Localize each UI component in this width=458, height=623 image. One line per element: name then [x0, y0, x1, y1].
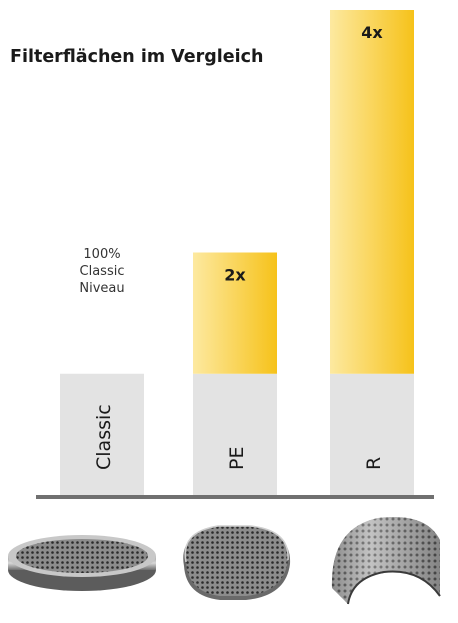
- category-label-classic: Classic: [93, 404, 115, 470]
- bar-base-pe: [193, 373, 277, 495]
- chart-title: Filterflächen im Vergleich: [10, 47, 264, 67]
- bar-extra-pe: [193, 252, 277, 374]
- category-label-r: R: [363, 457, 385, 470]
- bars-layer: Classic 2x PE 4x R 100% Classic Niveau: [60, 10, 414, 495]
- curved-perforated-filter-shell-icon: [331, 516, 441, 605]
- bar-extra-r: [330, 10, 414, 374]
- bar-base-classic: [60, 373, 144, 495]
- baseline-axis: [36, 495, 434, 499]
- multiplier-label-pe: 2x: [224, 266, 246, 285]
- category-label-pe: PE: [226, 447, 248, 470]
- bar-base-r: [330, 373, 414, 495]
- oval-perforated-filter-plate-icon: [183, 525, 291, 600]
- multiplier-label-r: 4x: [361, 23, 383, 42]
- base-annotation-line: 100%: [83, 247, 120, 262]
- base-annotation-line: Niveau: [79, 281, 124, 296]
- base-annotation-line: Classic: [80, 264, 125, 279]
- round-perforated-filter-disc-icon: [8, 535, 156, 591]
